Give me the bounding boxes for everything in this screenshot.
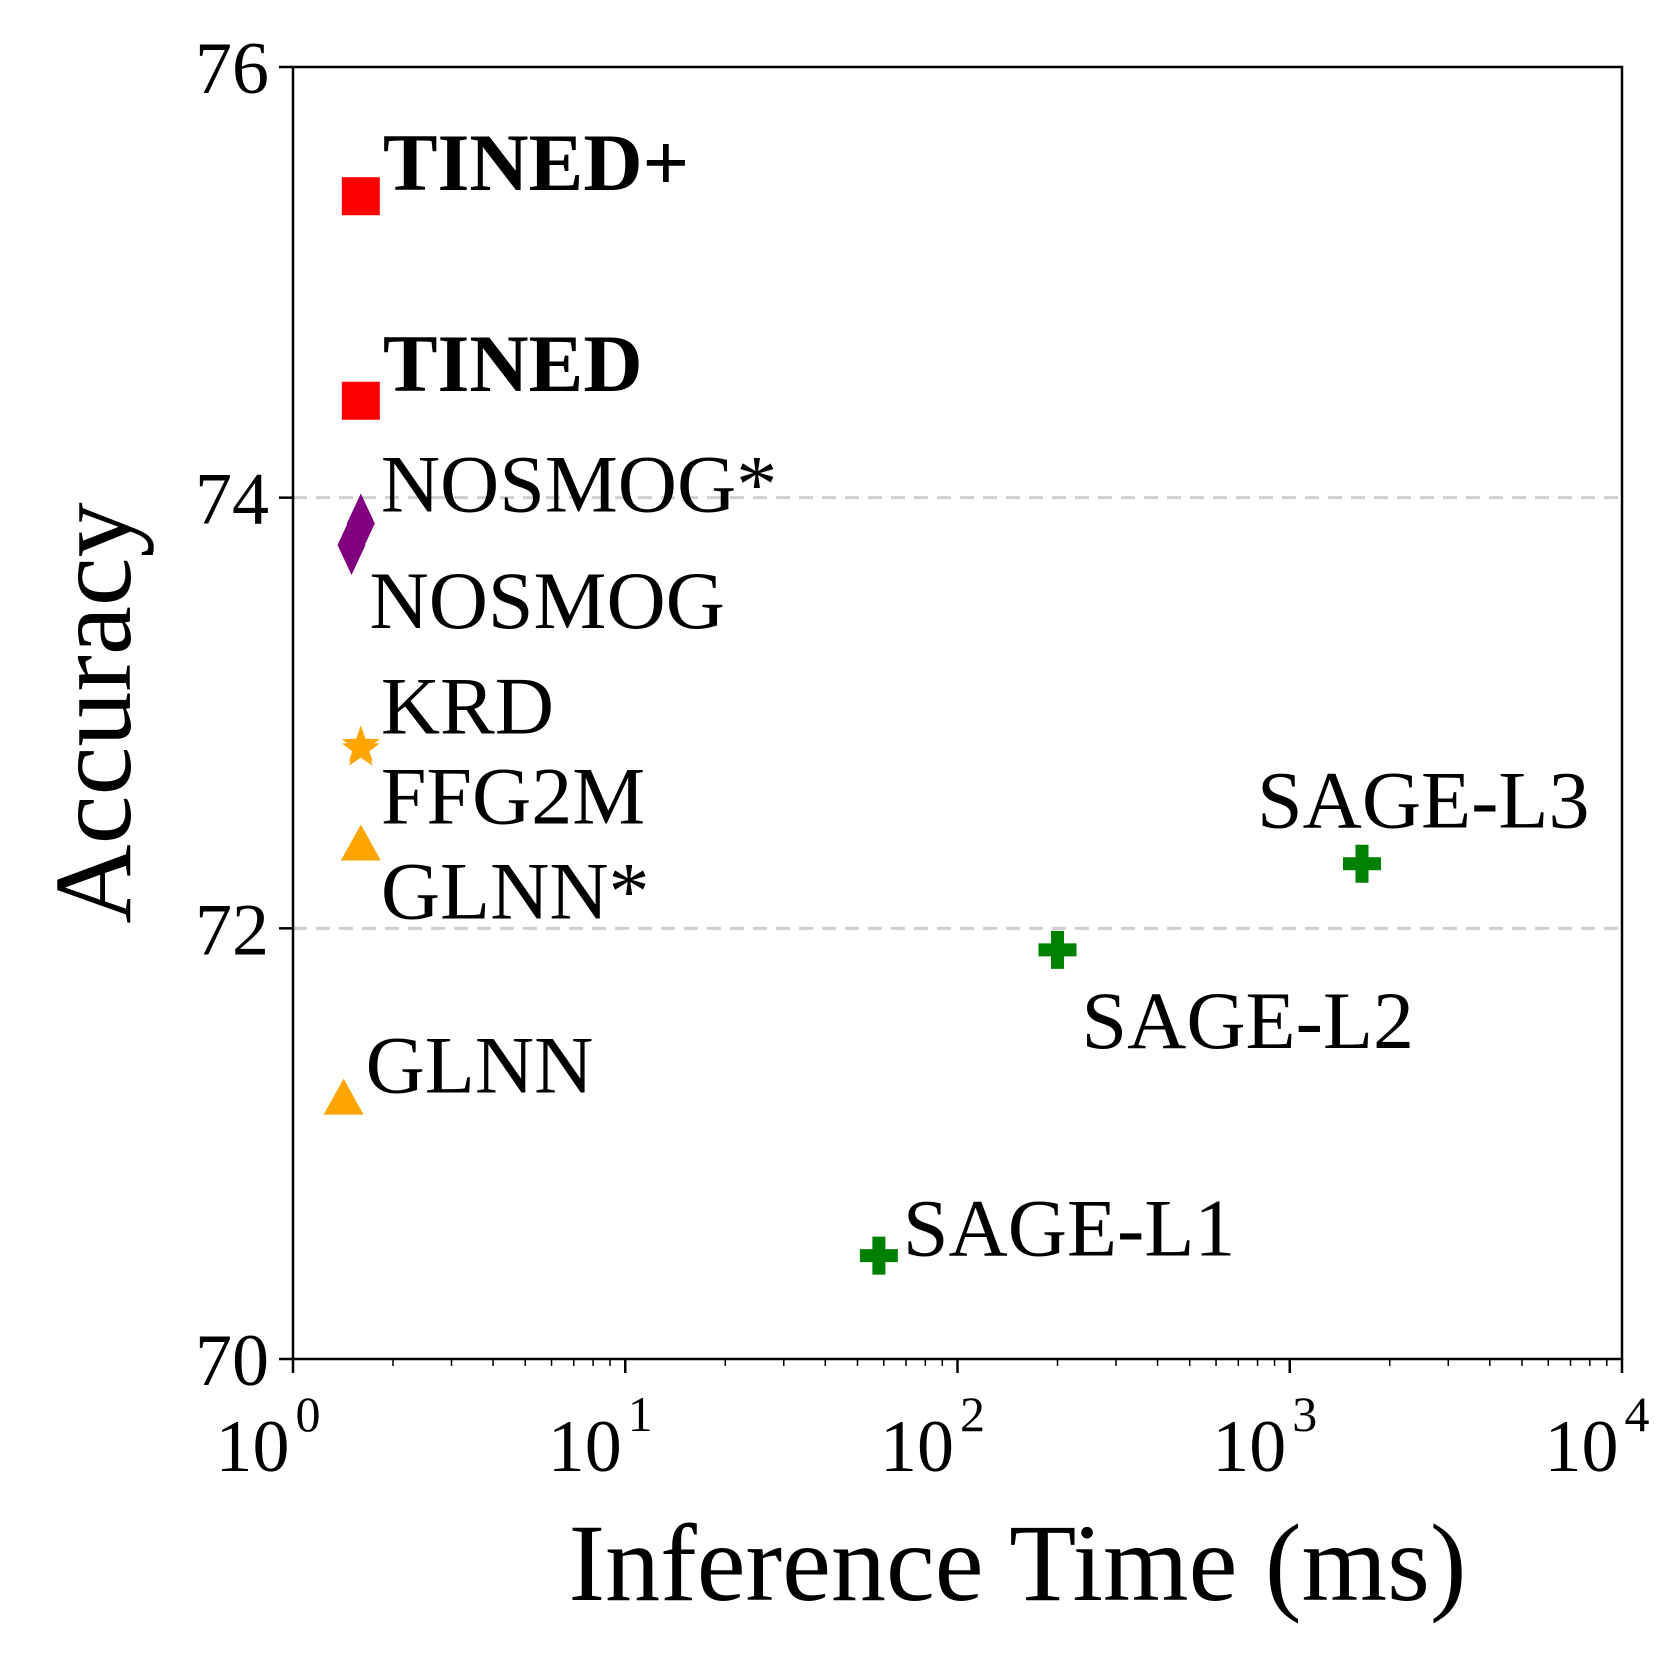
x-tick-exponent: 4 bbox=[1625, 1386, 1650, 1442]
marker-nosmog bbox=[337, 515, 366, 576]
point-label-sage-l2: SAGE-L2 bbox=[1082, 975, 1415, 1066]
x-tick-base: 10 bbox=[548, 1406, 622, 1488]
marker-tined bbox=[341, 177, 380, 216]
point-label-tined: TINED+ bbox=[383, 117, 689, 208]
tick-marks bbox=[279, 65, 1624, 1373]
x-tick-exponent: 3 bbox=[1292, 1386, 1317, 1442]
point-label-glnn: GLNN* bbox=[381, 846, 650, 937]
data-markers bbox=[323, 177, 1382, 1275]
marker-tined bbox=[341, 381, 380, 420]
point-label-sage-l1: SAGE-L1 bbox=[903, 1183, 1236, 1274]
marker-glnn bbox=[323, 1078, 364, 1115]
marker-sage-l2-v bbox=[1051, 930, 1065, 969]
x-tick-label-0: 10 0 bbox=[216, 1386, 321, 1488]
x-tick-exponent: 1 bbox=[628, 1386, 653, 1442]
point-label-nosmog: NOSMOG* bbox=[381, 439, 777, 530]
x-tick-label-2: 10 2 bbox=[880, 1386, 985, 1488]
grid-lines bbox=[293, 496, 1622, 930]
x-axis-title: Inference Time (ms) bbox=[568, 1502, 1466, 1624]
point-label-glnn: GLNN bbox=[366, 1020, 594, 1111]
x-tick-exponent: 2 bbox=[960, 1386, 985, 1442]
y-axis-title: Accuracy bbox=[32, 502, 154, 923]
point-label-sage-l3: SAGE-L3 bbox=[1257, 755, 1590, 846]
x-tick-base: 10 bbox=[216, 1406, 290, 1488]
point-label-ffg2m: FFG2M bbox=[381, 751, 645, 842]
x-tick-exponent: 0 bbox=[296, 1386, 321, 1442]
y-tick-label-76: 76 bbox=[195, 28, 269, 110]
marker-sage-l1-v bbox=[872, 1236, 886, 1275]
y-tick-label-74: 74 bbox=[195, 459, 269, 541]
x-tick-base: 10 bbox=[1545, 1406, 1619, 1488]
marker-glnn bbox=[340, 824, 381, 861]
marker-ffg2m bbox=[341, 729, 380, 766]
marker-sage-l3-v bbox=[1355, 844, 1369, 883]
y-tick-label-70: 70 bbox=[195, 1320, 269, 1402]
x-tick-base: 10 bbox=[1212, 1406, 1286, 1488]
x-tick-label-3: 10 3 bbox=[1212, 1386, 1317, 1488]
y-tick-label-72: 72 bbox=[195, 889, 269, 971]
x-tick-label-4: 10 4 bbox=[1545, 1386, 1650, 1488]
point-label-krd: KRD bbox=[381, 660, 554, 751]
point-label-nosmog: NOSMOG bbox=[370, 555, 725, 646]
x-tick-base: 10 bbox=[880, 1406, 954, 1488]
point-label-tined: TINED bbox=[383, 318, 643, 409]
x-tick-label-1: 10 1 bbox=[548, 1386, 653, 1488]
